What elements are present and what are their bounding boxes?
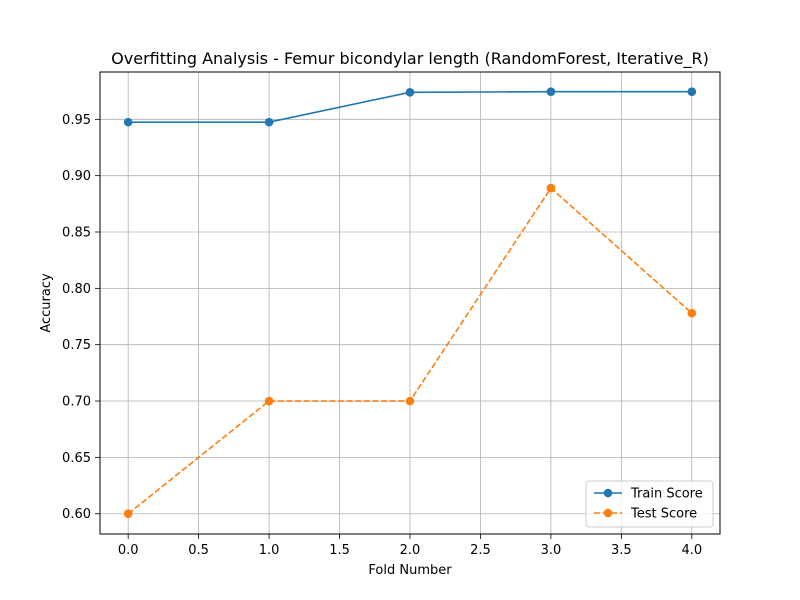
data-point <box>546 87 556 97</box>
x-tick-label: 0.0 <box>118 543 139 558</box>
data-point <box>405 87 415 97</box>
y-axis-label: Accuracy <box>39 273 54 333</box>
y-tick-label: 0.95 <box>62 113 91 128</box>
y-tick-label: 0.80 <box>62 282 91 297</box>
series-1 <box>123 183 697 519</box>
y-tick-label: 0.75 <box>62 338 91 353</box>
y-tick-label: 0.70 <box>62 395 91 410</box>
y-axis-ticks: 0.60 0.65 0.70 0.75 0.80 0.85 0.90 0.95 <box>62 113 100 522</box>
legend-marker <box>603 488 613 498</box>
x-tick-label: 4.0 <box>681 543 702 558</box>
legend: Train Score Test Score <box>585 480 714 528</box>
data-point <box>405 396 415 406</box>
x-tick-label: 2.5 <box>470 543 491 558</box>
x-tick-label: 3.0 <box>541 543 562 558</box>
x-tick-label: 1.0 <box>259 543 280 558</box>
x-tick-label: 1.5 <box>329 543 350 558</box>
x-tick-label: 3.5 <box>611 543 632 558</box>
y-tick-label: 0.60 <box>62 507 91 522</box>
legend-marker <box>603 508 613 518</box>
legend-item: Train Score <box>594 487 703 502</box>
legend-item: Test Score <box>594 507 697 522</box>
y-tick-label: 0.85 <box>62 226 91 241</box>
data-point <box>687 87 697 97</box>
y-tick-label: 0.65 <box>62 451 91 466</box>
x-tick-label: 0.5 <box>188 543 209 558</box>
legend-label: Train Score <box>630 487 703 502</box>
y-tick-label: 0.90 <box>62 169 91 184</box>
x-axis-ticks: 0.0 0.5 1.0 1.5 2.0 2.5 3.0 3.5 4.0 <box>118 534 702 558</box>
data-point <box>264 117 274 127</box>
series-layer <box>123 87 697 519</box>
data-point <box>123 509 133 519</box>
legend-label: Test Score <box>630 507 697 522</box>
x-axis-label: Fold Number <box>368 563 452 578</box>
chart-title: Overfitting Analysis - Femur bicondylar … <box>111 49 709 69</box>
data-point <box>546 183 556 193</box>
x-tick-label: 2.0 <box>400 543 421 558</box>
data-point <box>264 396 274 406</box>
data-point <box>123 117 133 127</box>
data-point <box>687 308 697 318</box>
series-0 <box>123 87 697 127</box>
